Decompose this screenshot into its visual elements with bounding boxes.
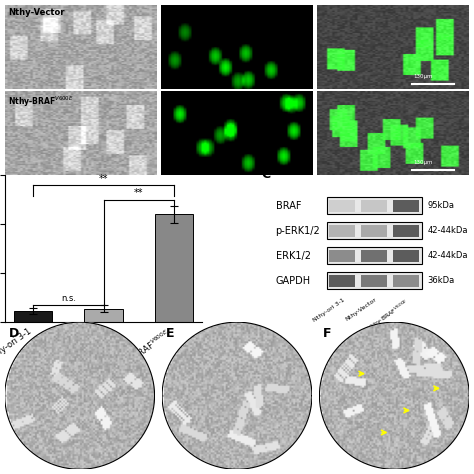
Bar <box>155 214 193 322</box>
Text: BRAF: BRAF <box>275 201 301 210</box>
FancyBboxPatch shape <box>393 200 419 211</box>
FancyBboxPatch shape <box>361 225 387 237</box>
FancyBboxPatch shape <box>329 200 356 211</box>
Text: C: C <box>262 168 271 181</box>
FancyBboxPatch shape <box>329 275 356 287</box>
Text: 130μm: 130μm <box>413 160 433 165</box>
Text: p-ERK1/2: p-ERK1/2 <box>275 226 320 236</box>
FancyBboxPatch shape <box>327 197 422 214</box>
Text: D: D <box>9 328 19 340</box>
FancyBboxPatch shape <box>393 250 419 262</box>
FancyBboxPatch shape <box>393 275 419 287</box>
Bar <box>14 311 53 322</box>
FancyBboxPatch shape <box>329 250 356 262</box>
Text: GAPDH: GAPDH <box>275 276 310 286</box>
Text: **: ** <box>134 188 144 198</box>
FancyBboxPatch shape <box>327 247 422 264</box>
Text: Nthy-ori 3-1: Nthy-ori 3-1 <box>312 297 346 323</box>
Text: 42-44kDa: 42-44kDa <box>428 251 468 260</box>
Text: Nthy-BRAF$^{V600E}$: Nthy-BRAF$^{V600E}$ <box>8 94 73 109</box>
Text: E: E <box>166 328 174 340</box>
Text: 130μm: 130μm <box>413 73 433 79</box>
Text: F: F <box>323 328 332 340</box>
Polygon shape <box>319 322 469 469</box>
FancyBboxPatch shape <box>393 225 419 237</box>
Text: 95kDa: 95kDa <box>428 201 455 210</box>
Text: n.s.: n.s. <box>61 294 76 303</box>
Text: **: ** <box>99 173 109 183</box>
FancyBboxPatch shape <box>327 272 422 289</box>
Text: Nthy-Vector: Nthy-Vector <box>344 297 377 322</box>
Text: ERK1/2: ERK1/2 <box>275 251 310 261</box>
Text: Nthy-BRAF$^{V600E}$: Nthy-BRAF$^{V600E}$ <box>365 297 412 334</box>
FancyBboxPatch shape <box>329 225 356 237</box>
Text: 42-44kDa: 42-44kDa <box>428 226 468 235</box>
FancyBboxPatch shape <box>361 275 387 287</box>
Text: 36kDa: 36kDa <box>428 276 455 285</box>
Polygon shape <box>5 322 155 469</box>
X-axis label: BRAF: BRAF <box>89 379 118 390</box>
FancyBboxPatch shape <box>361 250 387 262</box>
FancyBboxPatch shape <box>327 222 422 239</box>
Bar <box>84 309 123 322</box>
Text: Nthy-Vector: Nthy-Vector <box>8 8 64 17</box>
FancyBboxPatch shape <box>361 200 387 211</box>
Polygon shape <box>162 322 312 469</box>
